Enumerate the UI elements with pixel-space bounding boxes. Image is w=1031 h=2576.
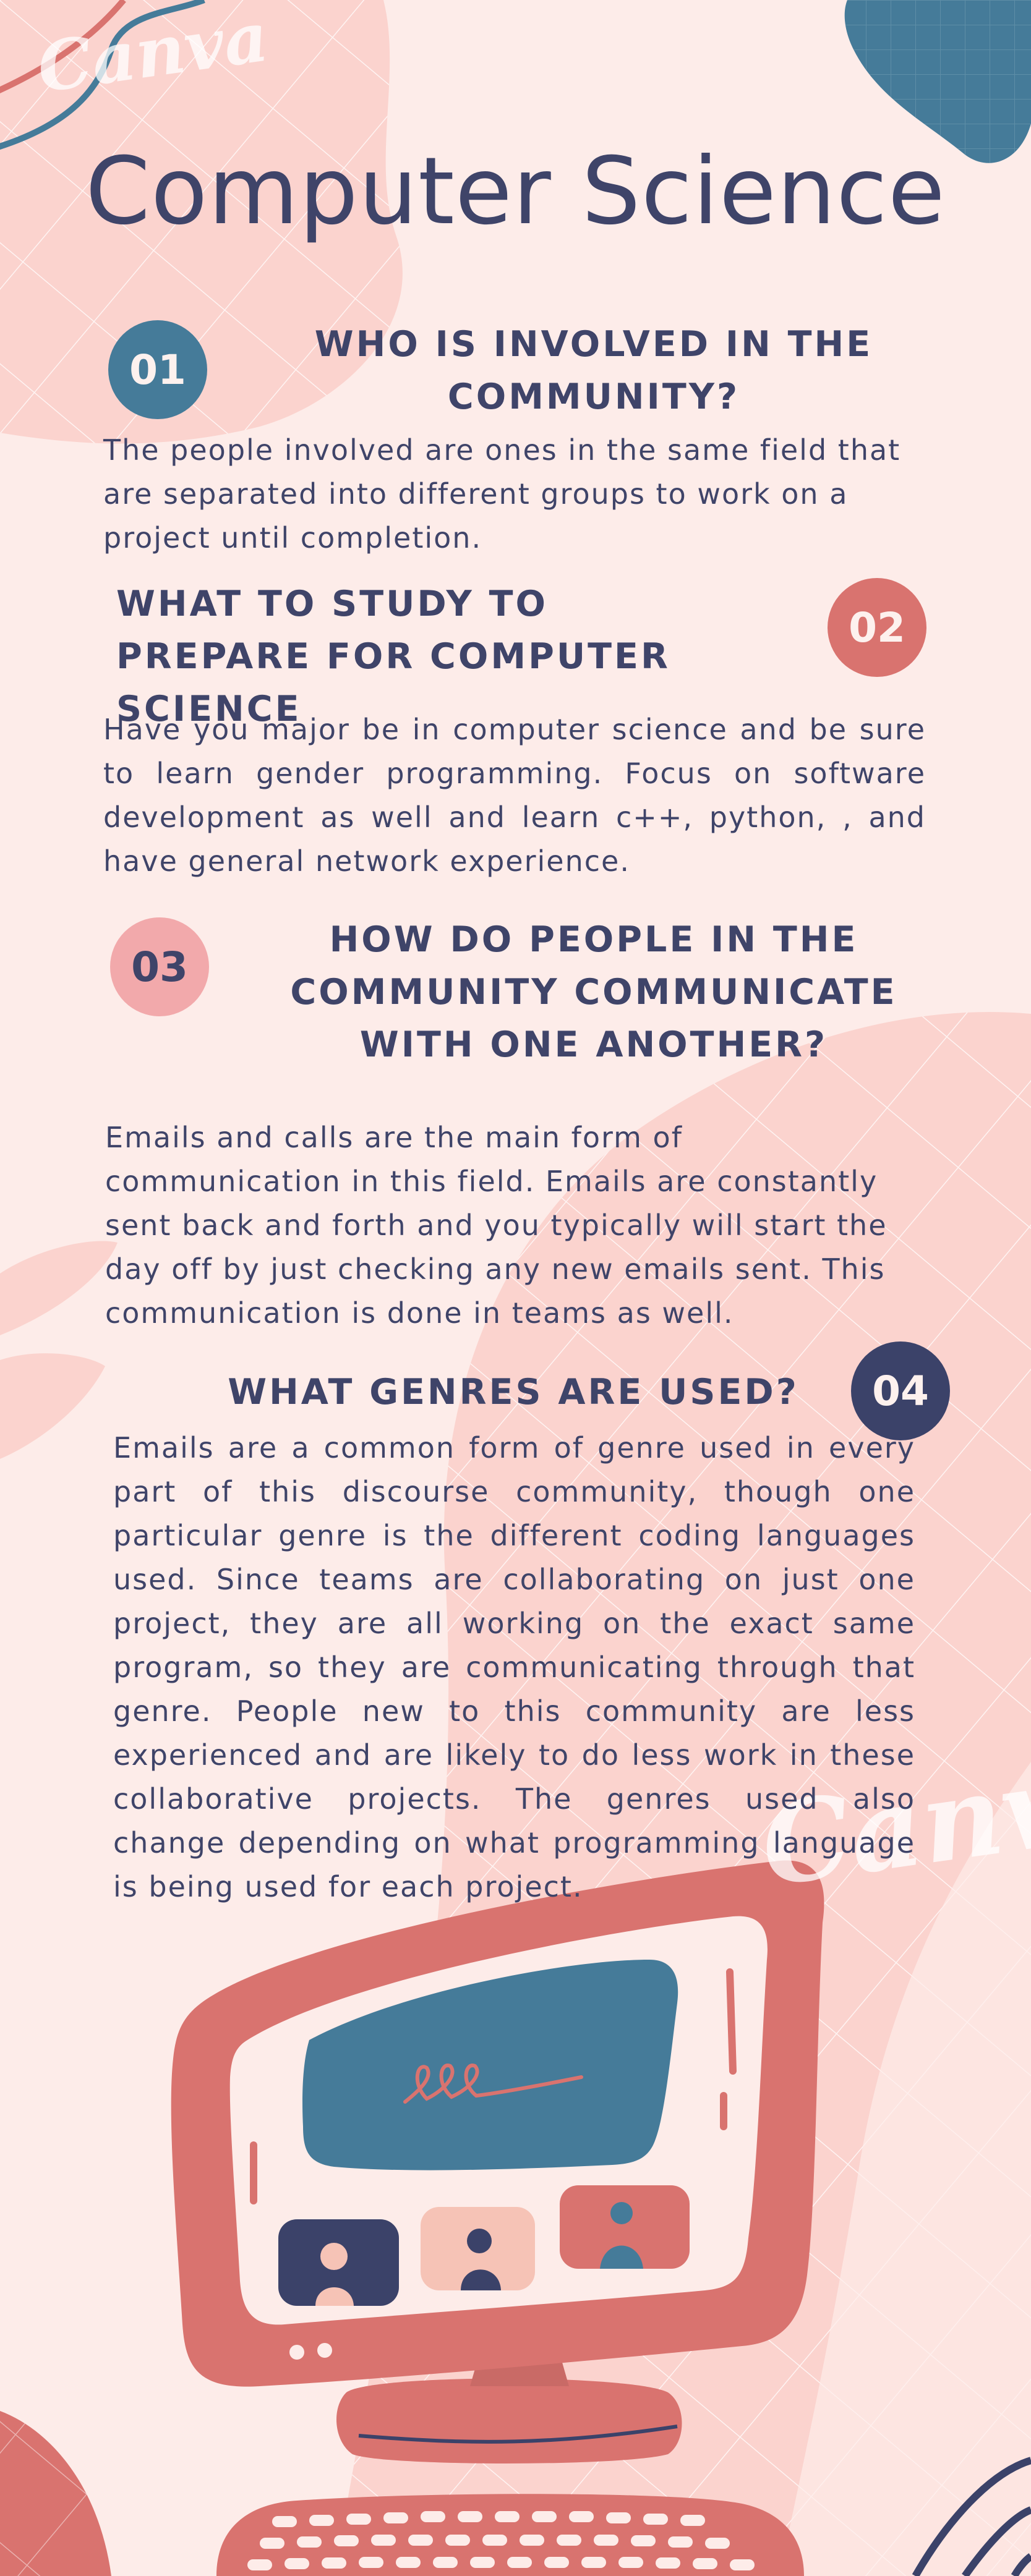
section-body: The people involved are ones in the same… [103, 433, 901, 555]
computer-illustration [171, 1860, 824, 2576]
page-title: Computer Science [85, 138, 946, 245]
section-body: Have you major be in computer science an… [103, 713, 926, 878]
section-number-badge: 04 [851, 1341, 950, 1440]
bottom-right-loops [912, 2457, 1031, 2576]
section-number-badge: 02 [828, 578, 926, 677]
section-body: Emails and calls are the main form of co… [105, 1121, 888, 1330]
left-leaf-shape [0, 1241, 118, 1335]
section-body: Emails are a common form of genre used i… [113, 1431, 915, 1903]
section-heading: WHAT TO STUDY TO PREPARE FOR COMPUTER SC… [116, 584, 670, 729]
section-heading: WHO IS INVOLVED IN THE COMMUNITY? [314, 324, 873, 417]
section-heading: WHAT GENRES ARE USED? [228, 1372, 799, 1413]
section-number-badge: 01 [108, 320, 207, 419]
section-number-badge: 03 [110, 917, 209, 1016]
swoosh-lines [0, 0, 126, 93]
section-heading: HOW DO PEOPLE IN THE COMMUNITY COMMUNICA… [290, 919, 897, 1065]
keyboard-keys [247, 2511, 755, 2570]
